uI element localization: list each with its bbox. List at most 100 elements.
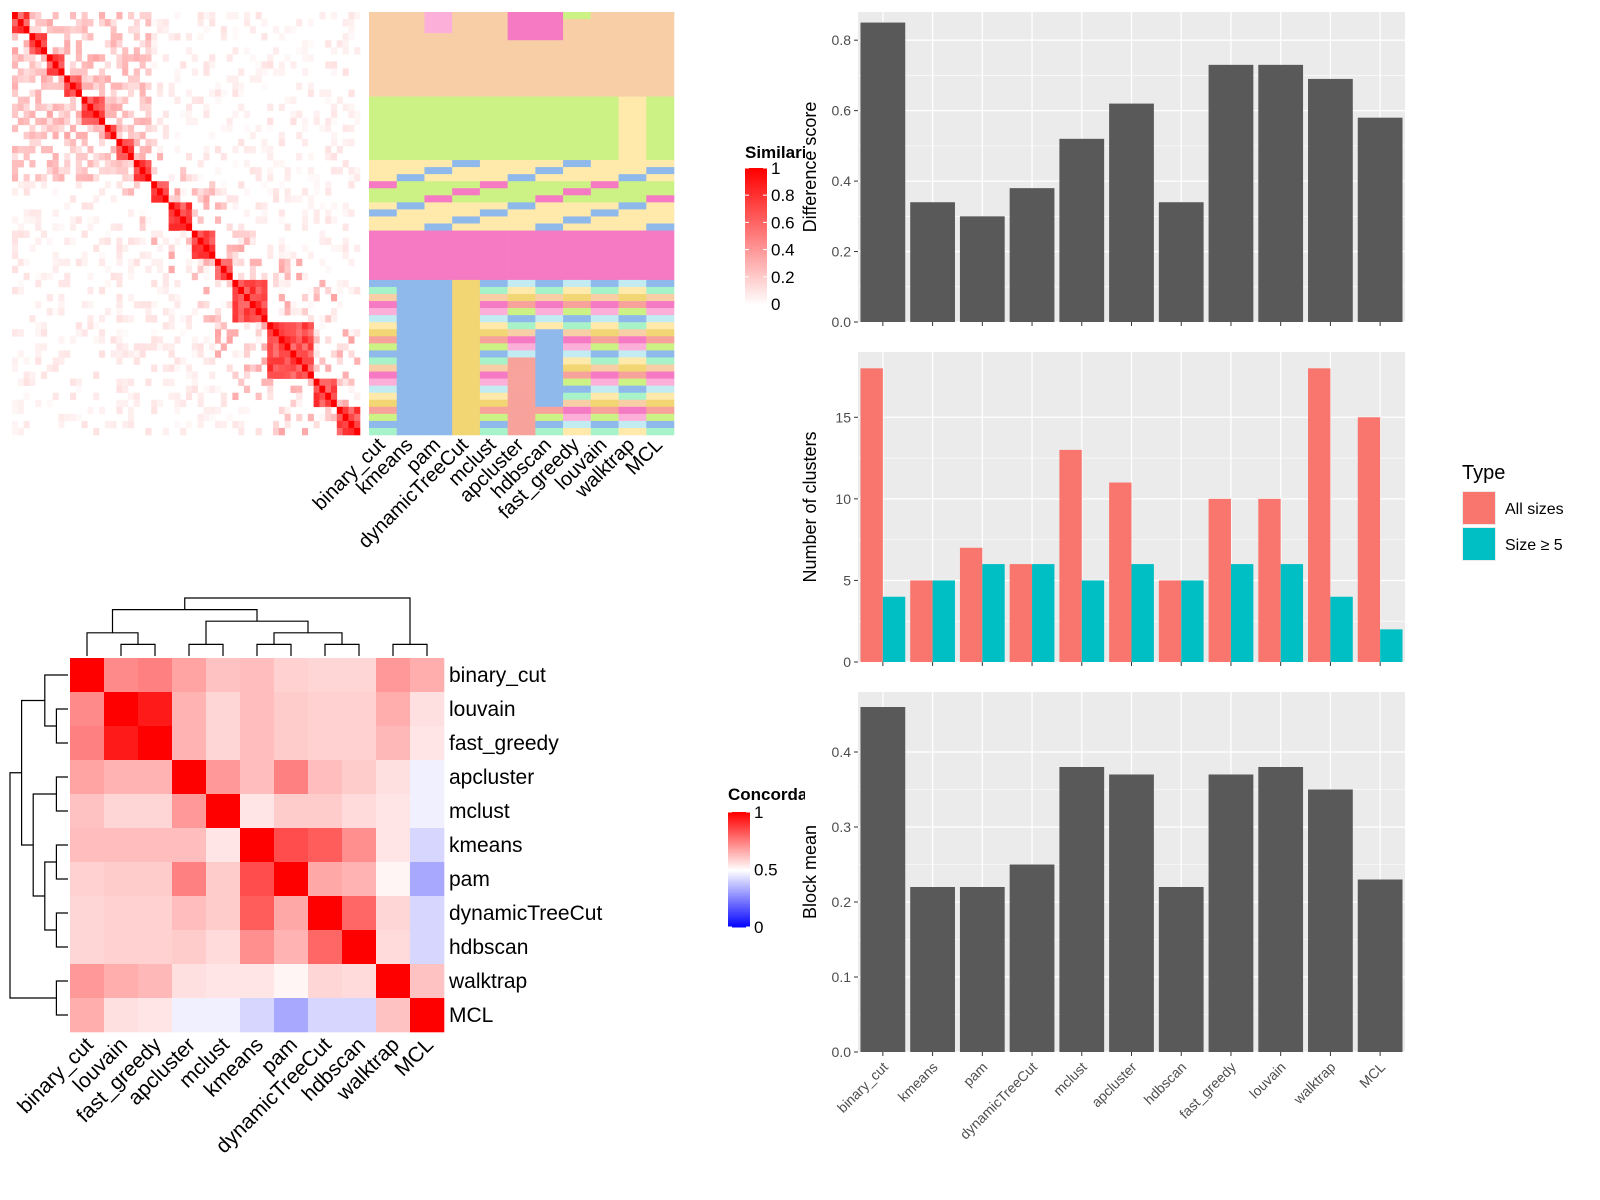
similarity-cell: [203, 406, 210, 415]
assignment-cell: [590, 413, 619, 422]
y-tick-label: 10: [835, 491, 851, 507]
similarity-cell: [133, 19, 140, 27]
assignment-cell: [452, 96, 481, 104]
assignment-cell: [369, 237, 398, 245]
assignment-cell: [479, 40, 508, 48]
similarity-cell: [278, 131, 285, 140]
similarity-cell: [145, 308, 152, 316]
assignment-cell: [369, 209, 398, 217]
similarity-cell: [70, 89, 77, 97]
concordance-column-label: MCL: [390, 1033, 438, 1081]
assignment-cell: [507, 103, 536, 111]
assignment-cell: [396, 145, 425, 154]
similarity-cell: [81, 61, 88, 69]
assignment-cell: [396, 272, 425, 281]
assignment-cell: [507, 82, 536, 90]
y-tick-label: 0.6: [832, 103, 852, 119]
bar: [1357, 117, 1403, 322]
assignment-cell: [618, 364, 647, 372]
assignment-cell: [424, 61, 453, 69]
bar: [982, 564, 1005, 662]
similarity-cell: [186, 237, 193, 245]
similarity-cell: [87, 19, 94, 27]
similarity-cell: [41, 103, 48, 111]
similarity-cell: [180, 315, 187, 323]
similarity-cell: [238, 279, 245, 288]
similarity-cell: [267, 322, 274, 330]
concordance-legend-title: Concordance: [728, 785, 837, 804]
similarity-legend-swatch: [745, 170, 767, 174]
similarity-cell: [319, 230, 326, 238]
similarity-cell: [354, 286, 361, 295]
similarity-cell: [244, 322, 251, 330]
assignment-cell: [452, 82, 481, 90]
similarity-cell: [278, 272, 285, 281]
assignment-cell: [479, 265, 508, 274]
assignment-cell: [369, 54, 398, 62]
legend-key: [1463, 492, 1495, 524]
similarity-cell: [12, 251, 19, 260]
assignment-cell: [396, 174, 425, 182]
assignment-cell: [479, 117, 508, 126]
concordance-cell: [70, 828, 105, 863]
assignment-cell: [424, 294, 453, 302]
assignment-cell: [507, 223, 536, 231]
similarity-cell: [261, 308, 268, 316]
similarity-cell: [151, 61, 158, 69]
assignment-cell: [646, 230, 675, 238]
similarity-cell: [284, 364, 291, 372]
similarity-cell: [12, 399, 19, 408]
y-tick-label: 15: [835, 409, 851, 425]
concordance-cell: [138, 930, 173, 965]
similarity-cell: [110, 272, 117, 281]
similarity-cell: [209, 61, 216, 69]
similarity-cell: [331, 110, 338, 119]
assignment-cell: [646, 294, 675, 302]
similarity-cell: [232, 12, 239, 20]
assignment-cell: [479, 12, 508, 20]
similarity-cell: [267, 188, 274, 196]
concordance-legend-swatch: [728, 817, 750, 821]
assignment-cell: [646, 33, 675, 41]
similarity-cell: [307, 153, 314, 161]
similarity-cell: [267, 378, 274, 386]
similarity-cell: [145, 167, 152, 175]
similarity-cell: [81, 26, 88, 34]
y-tick-label: 0.4: [832, 173, 852, 189]
assignment-cell: [424, 19, 453, 27]
similarity-cell: [313, 294, 320, 302]
similarity-cell: [46, 75, 53, 83]
similarity-cell: [75, 19, 82, 27]
assignment-cell: [452, 294, 481, 302]
similarity-cell: [58, 301, 65, 309]
similarity-cell: [342, 19, 349, 27]
similarity-cell: [162, 188, 169, 196]
similarity-cell: [342, 68, 349, 76]
similarity-cell: [46, 68, 53, 76]
bar: [1009, 864, 1055, 1052]
similarity-cell: [128, 160, 135, 168]
assignment-cell: [646, 68, 675, 76]
similarity-cell: [99, 315, 106, 323]
concordance-cell: [206, 726, 241, 761]
similarity-cell: [151, 181, 158, 189]
similarity-cell: [267, 103, 274, 111]
assignment-cell: [369, 47, 398, 55]
assignment-cell: [452, 167, 481, 175]
assignment-cell: [535, 26, 564, 34]
assignment-cell: [507, 117, 536, 126]
similarity-cell: [23, 153, 30, 161]
similarity-cell: [122, 385, 129, 393]
assignment-cell: [590, 223, 619, 231]
similarity-legend-swatch: [745, 251, 767, 255]
assignment-cell: [452, 336, 481, 344]
similarity-cell: [133, 181, 140, 189]
similarity-cell: [203, 413, 210, 422]
similarity-cell: [12, 19, 19, 27]
assignment-cell: [646, 167, 675, 175]
assignment-cell: [535, 110, 564, 119]
similarity-cell: [122, 145, 129, 154]
similarity-cell: [70, 237, 77, 245]
concordance-cell: [240, 930, 275, 965]
similarity-cell: [209, 413, 216, 422]
